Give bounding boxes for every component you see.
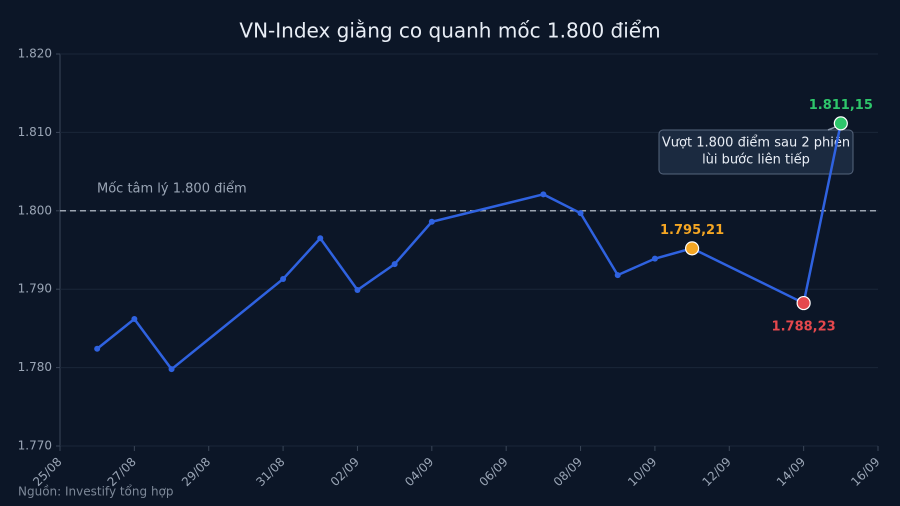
y-tick-label: 1.810 [18,125,52,139]
point [540,191,547,198]
value-label: 1.811,15 [809,98,873,113]
x-tick-label: 16/09 [848,455,882,489]
y-tick-label: 1.800 [18,203,52,217]
point [280,276,287,283]
value-label: 1.788,23 [772,320,836,335]
value-label: 1.795,21 [660,223,724,238]
x-tick-label: 29/08 [179,455,213,489]
annotation-box [658,129,854,175]
x-tick-label: 31/08 [253,455,287,489]
x-tick-label: 14/09 [774,455,808,489]
point [577,210,584,217]
y-tick-label: 1.790 [18,282,52,296]
point [428,218,435,225]
point [391,261,398,268]
annotation-text: Vượt 1.800 điểm sau 2 phiên [662,136,850,151]
x-tick-label: 08/09 [551,455,585,489]
point [354,286,361,293]
point [614,272,621,279]
x-tick-label: 10/09 [625,455,659,489]
x-tick-label: 02/09 [328,455,362,489]
y-tick-label: 1.780 [18,360,52,374]
chart-title: VN-Index giằng co quanh mốc 1.800 điểm [239,19,660,43]
x-tick-label: 04/09 [402,455,436,489]
x-tick-label: 06/09 [476,455,510,489]
annotation-text: lùi bước liên tiếp [702,153,810,168]
point [94,345,101,352]
point [131,315,138,322]
source: Nguồn: Investify tổng hợp [18,485,174,499]
point [168,366,175,373]
highlight-point [684,241,700,256]
point [317,235,324,242]
highlight-point [796,295,811,311]
point [651,255,658,262]
x-tick-label: 12/09 [700,455,734,489]
highlight-point [833,116,848,131]
y-tick-label: 1.770 [18,439,52,453]
y-tick-label: 1.820 [18,47,52,61]
reference-label: Mốc tâm lý 1.800 điểm [97,181,247,196]
